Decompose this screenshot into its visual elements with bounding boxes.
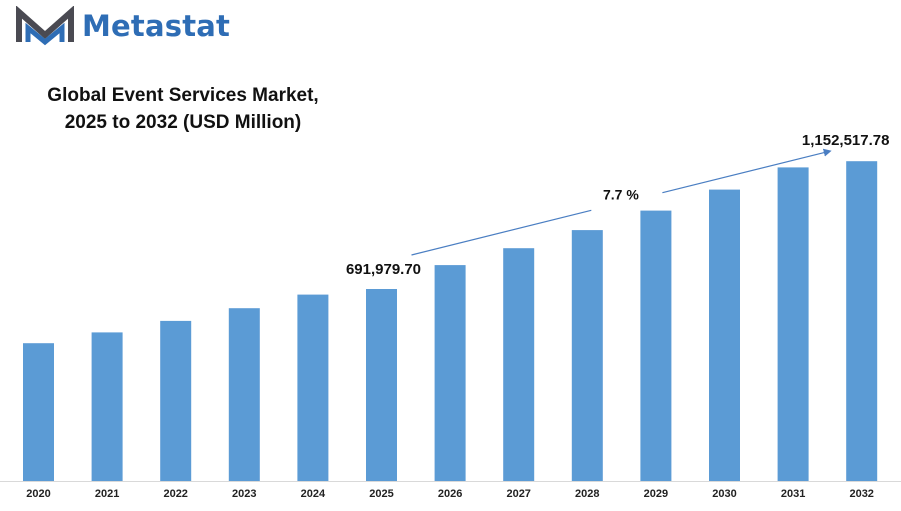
chart-title-line-2: 2025 to 2032 (USD Million) (64, 112, 302, 133)
x-tick-label-2024: 2024 (301, 488, 326, 500)
metastat-m-logo-icon (16, 6, 74, 46)
x-tick-label-2029: 2029 (644, 488, 668, 500)
x-tick-label-2032: 2032 (849, 488, 873, 500)
bar-2027 (503, 248, 535, 481)
brand-name: Metastat (82, 9, 231, 43)
bar-2032 (846, 161, 878, 481)
x-tick-label-2020: 2020 (26, 488, 50, 500)
data-label-start: 691,979.70 (346, 261, 421, 278)
data-label-end: 1,152,517.78 (802, 132, 890, 149)
bar-2031 (777, 167, 809, 481)
x-tick-label-2031: 2031 (781, 488, 805, 500)
bar-2024 (297, 294, 329, 481)
x-tick-label-2021: 2021 (95, 488, 119, 500)
bar-2025 (366, 289, 397, 481)
bar-2026 (434, 265, 466, 481)
bar-2030 (709, 189, 740, 481)
bar-2023 (228, 308, 260, 481)
x-tick-label-2023: 2023 (232, 488, 256, 500)
bar-2021 (91, 332, 123, 481)
brand-logo: Metastat (14, 6, 230, 46)
trend-arrow-segment-1 (411, 209, 592, 256)
x-tick-label-2025: 2025 (369, 488, 393, 500)
cagr-label: 7.7 % (603, 187, 639, 203)
bar-2022 (160, 320, 192, 481)
bar-2029 (640, 210, 672, 481)
x-tick-label-2026: 2026 (438, 488, 462, 500)
trend-arrow-segment-2 (662, 148, 832, 194)
bar-2020 (23, 343, 54, 481)
chart-title: Global Event Services Market, 2025 to 20… (18, 82, 348, 136)
x-tick-label-2030: 2030 (712, 488, 736, 500)
chart-title-line-1: Global Event Services Market, (47, 85, 319, 106)
x-tick-label-2027: 2027 (506, 488, 530, 500)
x-tick-label-2028: 2028 (575, 488, 599, 500)
bar-2028 (571, 230, 603, 481)
x-tick-label-2022: 2022 (163, 488, 187, 500)
